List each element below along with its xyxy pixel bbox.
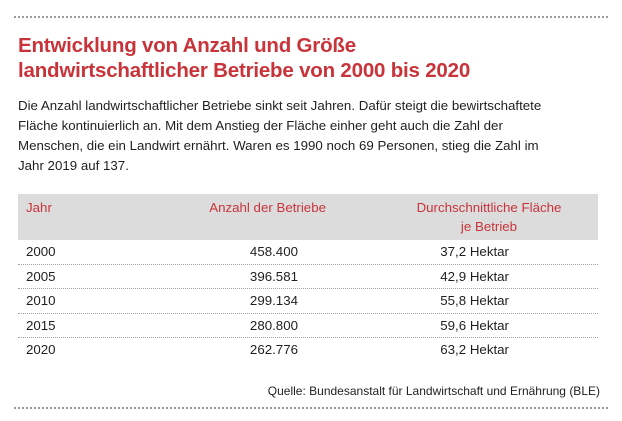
header-area-line-1: Durchschnittliche Fläche [416, 200, 562, 215]
cell-year: 2005 [26, 268, 56, 284]
cell-area: 55,8 Hektar [440, 293, 509, 308]
intro-line-4: Jahr 2019 auf 137. [18, 158, 129, 173]
cell-area: 63,2 Hektar [440, 342, 509, 357]
table-header: Jahr Anzahl der Betriebe Durchschnittlic… [18, 194, 598, 240]
cell-area: 59,6 Hektar [440, 317, 509, 333]
header-count: Anzahl der Betriebe [209, 200, 326, 215]
intro-line-3: Menschen, die ein Landwirt ernährt. Ware… [18, 138, 539, 153]
table-row: 2010 299.134 55,8 Hektar [18, 289, 598, 314]
cell-count: 299.134 [249, 293, 298, 308]
cell-year: 2010 [26, 293, 56, 308]
top-divider [14, 16, 608, 18]
cell-count: 262.776 [249, 342, 298, 357]
cell-count: 396.581 [249, 268, 298, 284]
cell-area: 42,9 Hektar [440, 268, 509, 284]
title-line-2: landwirtschaftlicher Betriebe von 2000 b… [18, 59, 471, 82]
cell-area: 37,2 Hektar [440, 244, 509, 259]
cell-count: 280.800 [249, 317, 298, 333]
cell-year: 2000 [26, 244, 56, 259]
data-table: Jahr Anzahl der Betriebe Durchschnittlic… [18, 194, 598, 362]
intro-paragraph: Die Anzahl landwirtschaftlicher Betriebe… [18, 96, 610, 176]
title-line-1: Entwicklung von Anzahl und Größe [18, 34, 356, 57]
header-area-line-2: je Betrieb [460, 219, 518, 234]
header-year: Jahr [26, 200, 52, 215]
intro-line-2: Fläche kontinuierlich an. Mit dem Anstie… [18, 118, 503, 133]
cell-year: 2015 [26, 317, 56, 333]
bottom-divider [14, 407, 608, 409]
table-row: 2005 396.581 42,9 Hektar [18, 265, 598, 289]
table-row: 2000 458.400 37,2 Hektar [18, 240, 598, 265]
table-row: 2020 262.776 63,2 Hektar [18, 338, 598, 362]
source-note: Quelle: Bundesanstalt für Landwirtschaft… [267, 384, 600, 398]
table-row: 2015 280.800 59,6 Hektar [18, 314, 598, 338]
header-area: Durchschnittliche Fläche je Betrieb [380, 198, 598, 236]
cell-count: 458.400 [249, 244, 298, 259]
cell-year: 2020 [26, 342, 56, 357]
page-title: Entwicklung von Anzahl und Größe landwir… [18, 33, 608, 83]
intro-line-1: Die Anzahl landwirtschaftlicher Betriebe… [18, 98, 542, 113]
